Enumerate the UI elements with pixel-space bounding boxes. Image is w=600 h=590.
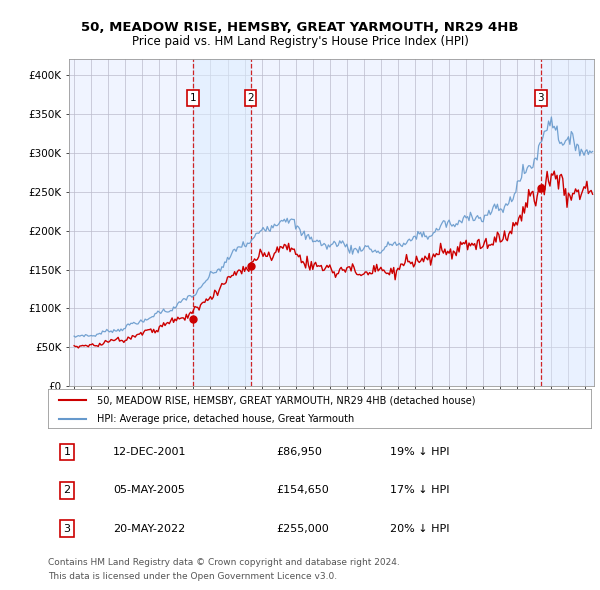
Text: Contains HM Land Registry data © Crown copyright and database right 2024.: Contains HM Land Registry data © Crown c… — [48, 558, 400, 566]
Text: This data is licensed under the Open Government Licence v3.0.: This data is licensed under the Open Gov… — [48, 572, 337, 581]
Text: 20% ↓ HPI: 20% ↓ HPI — [390, 524, 449, 533]
Text: £154,650: £154,650 — [276, 486, 329, 495]
Bar — [541, 59, 594, 386]
Text: HPI: Average price, detached house, Great Yarmouth: HPI: Average price, detached house, Grea… — [97, 414, 354, 424]
Text: 3: 3 — [64, 524, 71, 533]
Text: 2: 2 — [64, 486, 71, 495]
Text: 12-DEC-2001: 12-DEC-2001 — [113, 447, 187, 457]
Text: 17% ↓ HPI: 17% ↓ HPI — [390, 486, 449, 495]
Text: 20-MAY-2022: 20-MAY-2022 — [113, 524, 185, 533]
Text: 05-MAY-2005: 05-MAY-2005 — [113, 486, 185, 495]
Text: 1: 1 — [190, 93, 196, 103]
Text: Price paid vs. HM Land Registry's House Price Index (HPI): Price paid vs. HM Land Registry's House … — [131, 35, 469, 48]
Text: 50, MEADOW RISE, HEMSBY, GREAT YARMOUTH, NR29 4HB: 50, MEADOW RISE, HEMSBY, GREAT YARMOUTH,… — [81, 21, 519, 34]
Text: 50, MEADOW RISE, HEMSBY, GREAT YARMOUTH, NR29 4HB (detached house): 50, MEADOW RISE, HEMSBY, GREAT YARMOUTH,… — [97, 395, 475, 405]
Text: 1: 1 — [64, 447, 71, 457]
Text: 2: 2 — [247, 93, 254, 103]
Text: 19% ↓ HPI: 19% ↓ HPI — [390, 447, 449, 457]
Text: £86,950: £86,950 — [276, 447, 322, 457]
Text: £255,000: £255,000 — [276, 524, 329, 533]
Bar — [193, 59, 251, 386]
Text: 3: 3 — [538, 93, 544, 103]
